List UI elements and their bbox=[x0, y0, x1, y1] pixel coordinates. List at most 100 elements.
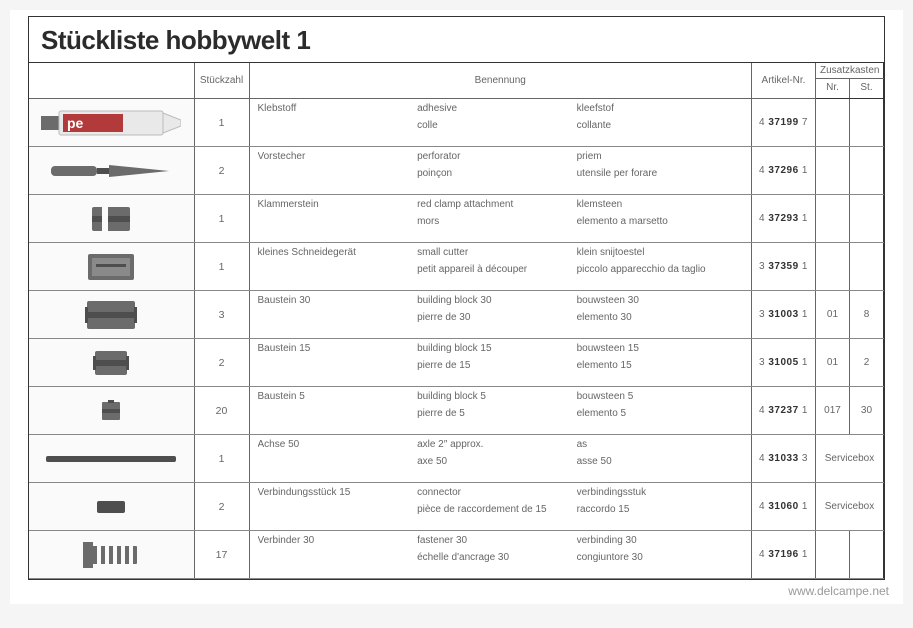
name-nl: as bbox=[577, 439, 743, 450]
name-en: building block 5 bbox=[417, 391, 571, 402]
name-fr: pièce de raccordement de 15 bbox=[417, 504, 571, 515]
name-de: Baustein 5 bbox=[258, 391, 412, 402]
zusatz-st-cell bbox=[849, 99, 883, 147]
name-it: elemento 30 bbox=[577, 312, 743, 323]
art-mid: 37199 bbox=[768, 117, 798, 128]
art-pre: 4 bbox=[759, 117, 765, 128]
name-en: red clamp attachment bbox=[417, 199, 571, 210]
name-en: building block 15 bbox=[417, 343, 571, 354]
name-de: Klammerstein bbox=[258, 199, 412, 210]
part-image bbox=[29, 483, 194, 531]
art-pre: 4 bbox=[759, 453, 765, 464]
art-suf: 1 bbox=[802, 309, 808, 320]
table-row: 2 Vorstecher perforator priem poinçon ut… bbox=[29, 147, 884, 195]
artikel-cell: 4 31033 3 bbox=[751, 435, 815, 483]
header-zusatz: Zusatzkasten bbox=[815, 63, 883, 79]
header-image bbox=[29, 63, 194, 99]
zusatz-st-cell bbox=[849, 195, 883, 243]
header-zusatz-st: St. bbox=[849, 79, 883, 99]
artikel-cell: 4 37293 1 bbox=[751, 195, 815, 243]
name-cell: Baustein 30 building block 30 bouwsteen … bbox=[249, 291, 751, 339]
art-suf: 1 bbox=[802, 165, 808, 176]
zusatz-st-cell bbox=[849, 147, 883, 195]
name-fr: pierre de 15 bbox=[417, 360, 571, 371]
name-fr: colle bbox=[417, 120, 571, 131]
qty-cell: 1 bbox=[194, 99, 249, 147]
name-nl: bouwsteen 5 bbox=[577, 391, 743, 402]
name-de: Baustein 15 bbox=[258, 343, 412, 354]
name-en: perforator bbox=[417, 151, 571, 162]
header-qty: Stückzahl bbox=[194, 63, 249, 99]
part-image bbox=[29, 243, 194, 291]
part-image bbox=[29, 291, 194, 339]
artikel-cell: 4 37199 7 bbox=[751, 99, 815, 147]
zusatz-st-cell bbox=[849, 531, 883, 579]
name-it: asse 50 bbox=[577, 456, 743, 467]
header-zusatz-nr: Nr. bbox=[815, 79, 849, 99]
name-en: fastener 30 bbox=[417, 535, 571, 546]
artikel-cell: 3 37359 1 bbox=[751, 243, 815, 291]
name-en: small cutter bbox=[417, 247, 571, 258]
table-row: 2 Baustein 15 building block 15 bouwstee… bbox=[29, 339, 884, 387]
name-nl: bouwsteen 30 bbox=[577, 295, 743, 306]
servicebox-cell: Servicebox bbox=[815, 483, 883, 531]
art-mid: 31060 bbox=[768, 501, 798, 512]
zusatz-nr-cell bbox=[815, 243, 849, 291]
artikel-cell: 3 31005 1 bbox=[751, 339, 815, 387]
part-image: pe bbox=[29, 99, 194, 147]
name-nl: priem bbox=[577, 151, 743, 162]
zusatz-nr-cell bbox=[815, 147, 849, 195]
art-pre: 3 bbox=[759, 357, 765, 368]
name-it: utensile per forare bbox=[577, 168, 743, 179]
name-en: connector bbox=[417, 487, 571, 498]
header-artikel: Artikel-Nr. bbox=[751, 63, 815, 99]
name-nl: bouwsteen 15 bbox=[577, 343, 743, 354]
name-it: collante bbox=[577, 120, 743, 131]
table-row: 17 Verbinder 30 fastener 30 verbinding 3… bbox=[29, 531, 884, 579]
name-fr: pierre de 30 bbox=[417, 312, 571, 323]
name-de: Achse 50 bbox=[258, 439, 412, 450]
art-mid: 31033 bbox=[768, 453, 798, 464]
art-pre: 3 bbox=[759, 309, 765, 320]
name-cell: Klammerstein red clamp attachment klemst… bbox=[249, 195, 751, 243]
table-row: 3 Baustein 30 building block 30 bouwstee… bbox=[29, 291, 884, 339]
art-suf: 1 bbox=[802, 261, 808, 272]
name-cell: Baustein 15 building block 15 bouwsteen … bbox=[249, 339, 751, 387]
art-mid: 37359 bbox=[768, 261, 798, 272]
table-header: Stückzahl Benennung Artikel-Nr. Zusatzka… bbox=[29, 63, 884, 99]
table-row: 20 Baustein 5 building block 5 bouwsteen… bbox=[29, 387, 884, 435]
artikel-cell: 4 37296 1 bbox=[751, 147, 815, 195]
zusatz-nr-cell: 01 bbox=[815, 339, 849, 387]
qty-cell: 17 bbox=[194, 531, 249, 579]
name-it: elemento a marsetto bbox=[577, 216, 743, 227]
name-cell: Achse 50 axle 2″ approx. as axe 50 asse … bbox=[249, 435, 751, 483]
qty-cell: 1 bbox=[194, 435, 249, 483]
name-cell: Klebstoff adhesive kleefstof colle colla… bbox=[249, 99, 751, 147]
name-de: kleines Schneidegerät bbox=[258, 247, 412, 258]
artikel-cell: 3 31003 1 bbox=[751, 291, 815, 339]
zusatz-st-cell: 8 bbox=[849, 291, 883, 339]
name-cell: kleines Schneidegerät small cutter klein… bbox=[249, 243, 751, 291]
art-mid: 37293 bbox=[768, 213, 798, 224]
table-row: 2 Verbindungsstück 15 connector verbindi… bbox=[29, 483, 884, 531]
servicebox-cell: Servicebox bbox=[815, 435, 883, 483]
page: Stückliste hobbywelt 1 Stückzahl Benennu… bbox=[10, 10, 903, 604]
name-en: adhesive bbox=[417, 103, 571, 114]
zusatz-st-cell: 30 bbox=[849, 387, 883, 435]
table-row: 1 Klammerstein red clamp attachment klem… bbox=[29, 195, 884, 243]
table-row: pe 1 Klebstoff adhesive kleefstof colle … bbox=[29, 99, 884, 147]
art-mid: 37237 bbox=[768, 405, 798, 416]
qty-cell: 20 bbox=[194, 387, 249, 435]
name-it: elemento 15 bbox=[577, 360, 743, 371]
part-image bbox=[29, 339, 194, 387]
art-mid: 37196 bbox=[768, 549, 798, 560]
art-pre: 4 bbox=[759, 213, 765, 224]
zusatz-nr-cell bbox=[815, 531, 849, 579]
zusatz-nr-cell bbox=[815, 99, 849, 147]
art-suf: 1 bbox=[802, 405, 808, 416]
zusatz-nr-cell: 017 bbox=[815, 387, 849, 435]
art-mid: 31003 bbox=[768, 309, 798, 320]
name-de: Klebstoff bbox=[258, 103, 412, 114]
qty-cell: 1 bbox=[194, 195, 249, 243]
qty-cell: 3 bbox=[194, 291, 249, 339]
